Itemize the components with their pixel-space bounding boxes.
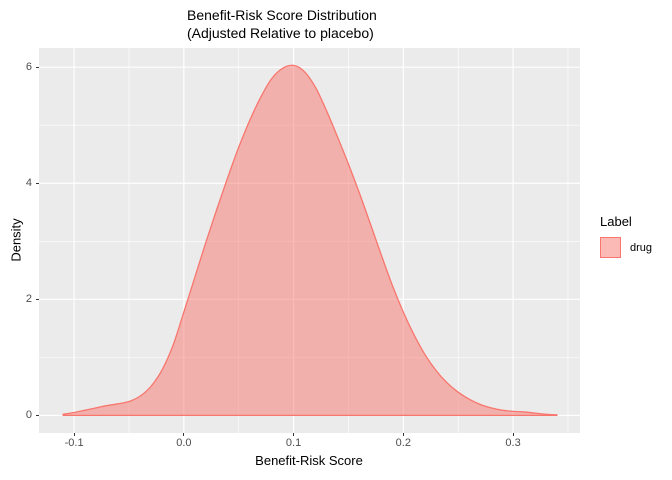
- y-tick-label: 2: [25, 293, 32, 306]
- y-tick-mark: [36, 182, 39, 184]
- x-tick-label: 0.1: [285, 437, 302, 449]
- y-tick-mark: [36, 298, 39, 300]
- legend-title: Label: [600, 214, 632, 229]
- x-tick-label: 0.2: [395, 437, 411, 449]
- plot-title: Benefit-Risk Score Distribution (Adjuste…: [187, 6, 377, 42]
- y-tick-mark: [36, 66, 39, 68]
- plot-title-line2: (Adjusted Relative to placebo): [187, 25, 374, 41]
- x-tick-label: 0.3: [505, 437, 521, 449]
- x-tick-mark: [73, 433, 75, 436]
- x-tick-mark: [402, 433, 404, 436]
- x-tick-mark: [293, 433, 295, 436]
- plot-title-line1: Benefit-Risk Score Distribution: [187, 7, 377, 23]
- x-tick-label: 0.0: [176, 437, 192, 449]
- plot-panel: [39, 48, 580, 433]
- x-tick-mark: [183, 433, 185, 436]
- legend-item-label: drug: [630, 241, 653, 254]
- y-tick-mark: [36, 414, 39, 416]
- x-axis-title: Benefit-Risk Score: [255, 453, 363, 468]
- y-axis-title: Density: [8, 218, 24, 262]
- y-tick-label: 0: [25, 409, 32, 422]
- legend-swatch: [600, 237, 621, 258]
- legend: Label drug: [600, 214, 652, 258]
- y-tick-label: 4: [25, 177, 32, 190]
- legend-item-drug: drug: [600, 237, 652, 258]
- density-curve-svg: [39, 48, 580, 433]
- x-tick-label: -0.1: [64, 437, 84, 449]
- y-tick-label: 6: [25, 61, 32, 74]
- density-area-drug: [62, 64, 558, 417]
- x-tick-mark: [512, 433, 514, 436]
